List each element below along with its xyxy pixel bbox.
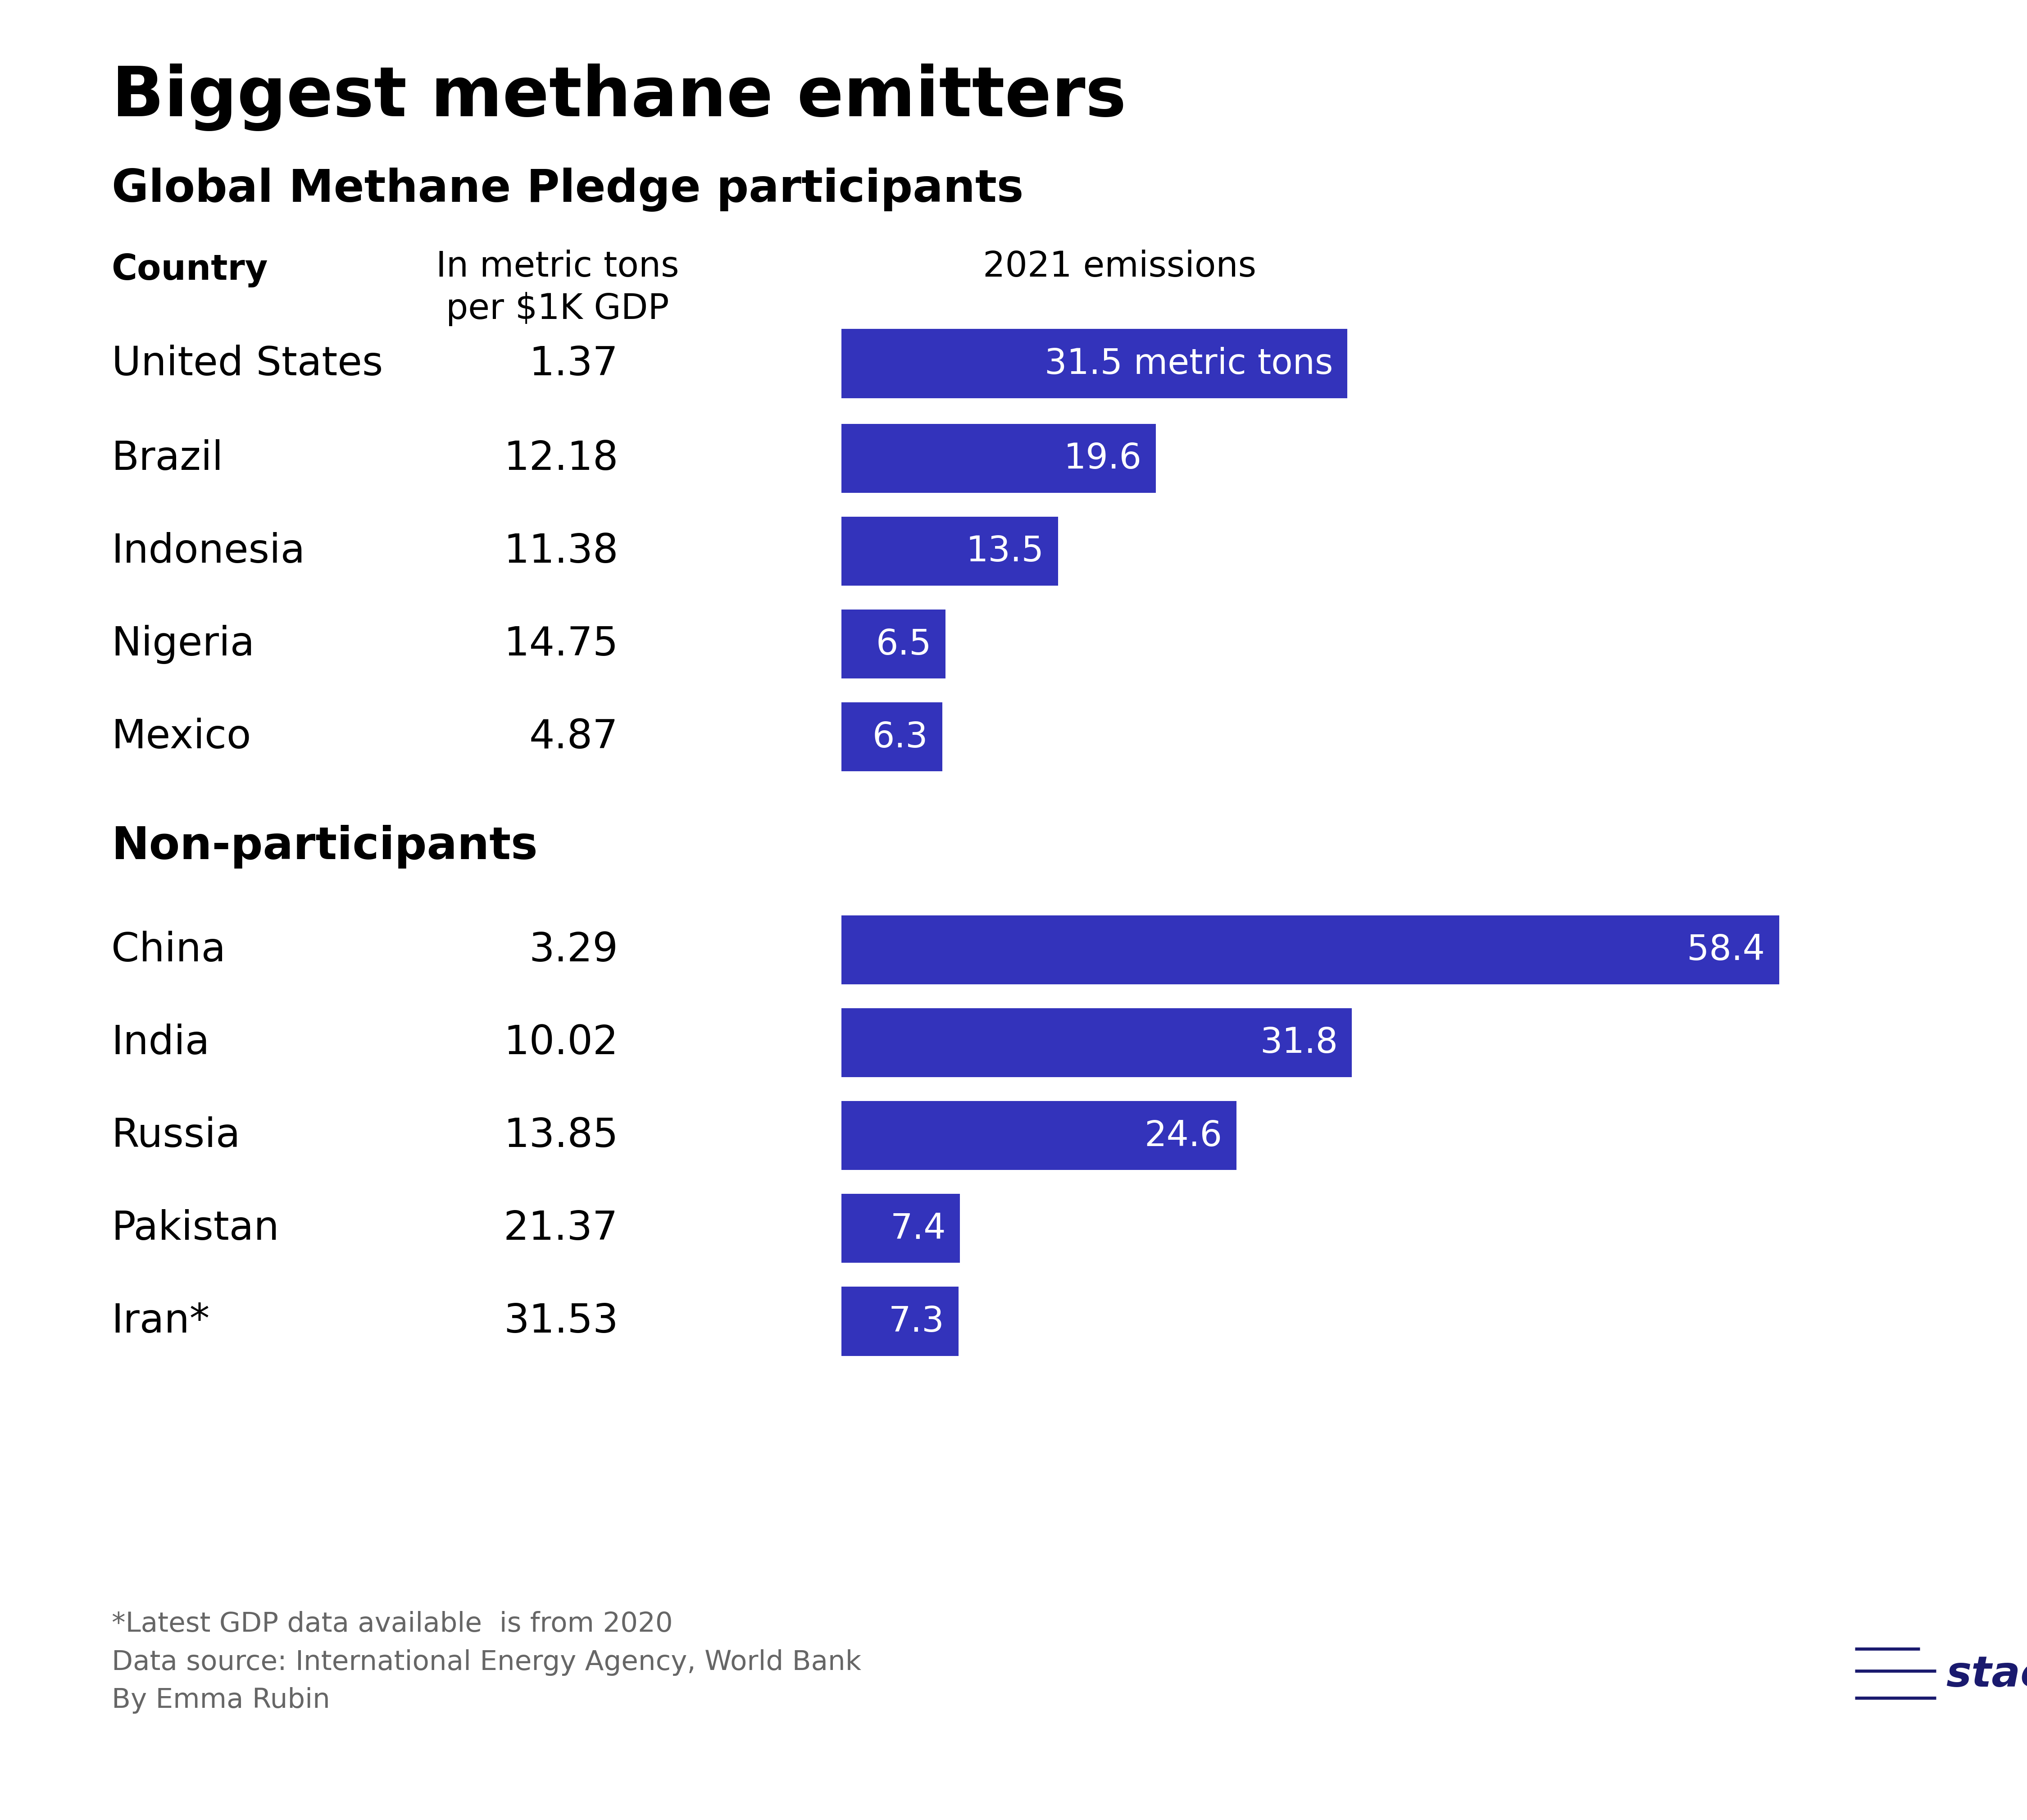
Text: India: India	[111, 1023, 211, 1063]
Text: Non-participants: Non-participants	[111, 824, 537, 868]
Text: 6.3: 6.3	[872, 721, 928, 753]
Text: 31.8: 31.8	[1259, 1026, 1338, 1059]
FancyBboxPatch shape	[841, 915, 1780, 985]
Text: 19.6: 19.6	[1064, 442, 1141, 475]
Text: 7.3: 7.3	[888, 1305, 945, 1338]
Text: 2021 emissions: 2021 emissions	[983, 249, 1257, 284]
Text: 13.85: 13.85	[503, 1116, 618, 1156]
Text: 1.37: 1.37	[529, 344, 618, 384]
Text: 14.75: 14.75	[503, 624, 618, 664]
Text: Global Methane Pledge participants: Global Methane Pledge participants	[111, 167, 1024, 211]
FancyBboxPatch shape	[841, 1287, 959, 1356]
Text: Brazil: Brazil	[111, 439, 223, 479]
Text: 12.18: 12.18	[503, 439, 618, 479]
FancyBboxPatch shape	[841, 1194, 961, 1263]
Text: 11.38: 11.38	[503, 531, 618, 571]
Text: Indonesia: Indonesia	[111, 531, 306, 571]
Text: 7.4: 7.4	[890, 1212, 947, 1245]
Text: In metric tons
per $1K GDP: In metric tons per $1K GDP	[436, 249, 679, 326]
Text: 31.53: 31.53	[503, 1301, 618, 1341]
Text: stacker: stacker	[1946, 1654, 2027, 1694]
FancyBboxPatch shape	[841, 1101, 1236, 1170]
Text: 58.4: 58.4	[1686, 934, 1766, 966]
FancyBboxPatch shape	[841, 517, 1058, 586]
Text: Mexico: Mexico	[111, 717, 251, 757]
Text: 4.87: 4.87	[529, 717, 618, 757]
Text: Iran*: Iran*	[111, 1301, 211, 1341]
Text: 3.29: 3.29	[529, 930, 618, 970]
FancyBboxPatch shape	[841, 610, 945, 679]
Text: Nigeria: Nigeria	[111, 624, 255, 664]
Text: China: China	[111, 930, 225, 970]
Text: Biggest methane emitters: Biggest methane emitters	[111, 64, 1127, 131]
Text: 31.5 metric tons: 31.5 metric tons	[1044, 348, 1334, 380]
Text: Country: Country	[111, 253, 268, 288]
Text: United States: United States	[111, 344, 383, 384]
FancyBboxPatch shape	[841, 424, 1155, 493]
FancyBboxPatch shape	[841, 703, 943, 772]
Text: Pakistan: Pakistan	[111, 1208, 280, 1249]
Text: 10.02: 10.02	[503, 1023, 618, 1063]
FancyBboxPatch shape	[841, 329, 1348, 399]
Text: Russia: Russia	[111, 1116, 241, 1156]
Text: 6.5: 6.5	[876, 628, 932, 661]
Text: 24.6: 24.6	[1143, 1119, 1222, 1152]
Text: 21.37: 21.37	[503, 1208, 618, 1249]
Text: *Latest GDP data available  is from 2020
Data source: International Energy Agenc: *Latest GDP data available is from 2020 …	[111, 1611, 861, 1713]
FancyBboxPatch shape	[841, 1008, 1352, 1077]
Text: 13.5: 13.5	[967, 535, 1044, 568]
